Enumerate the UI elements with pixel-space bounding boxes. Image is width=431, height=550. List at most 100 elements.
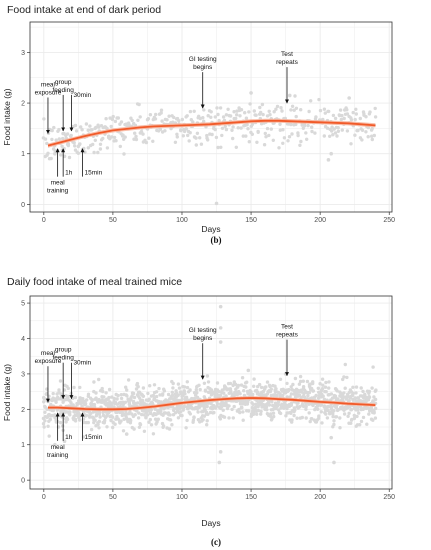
data-point xyxy=(138,422,142,426)
data-point xyxy=(197,383,201,387)
data-point xyxy=(367,112,372,116)
data-point xyxy=(256,130,260,134)
data-point xyxy=(345,129,350,133)
data-point xyxy=(142,413,146,417)
data-point xyxy=(162,389,167,393)
data-point xyxy=(198,387,202,392)
data-point xyxy=(43,410,47,414)
data-point xyxy=(57,397,61,401)
data-point xyxy=(97,426,101,430)
data-point xyxy=(170,393,175,398)
data-point xyxy=(351,110,355,115)
annotation-label: feeding xyxy=(52,87,74,94)
data-point xyxy=(157,386,161,391)
data-point xyxy=(112,396,116,401)
data-point xyxy=(152,383,157,387)
annotation-label: 1h xyxy=(65,170,73,177)
data-point xyxy=(47,434,51,438)
data-point xyxy=(260,102,265,107)
data-point xyxy=(78,385,82,390)
annotation-label: begins xyxy=(193,335,213,342)
annotation-label: 15min xyxy=(85,434,103,441)
data-point xyxy=(174,389,178,393)
annotation-label: group xyxy=(55,347,72,354)
data-point xyxy=(54,138,58,142)
data-point xyxy=(227,416,231,420)
data-point xyxy=(262,143,267,147)
data-point xyxy=(344,106,348,110)
data-point xyxy=(322,134,326,138)
data-point xyxy=(94,391,98,395)
data-point xyxy=(346,414,350,418)
y-tick-label: 2 xyxy=(21,101,25,108)
data-point xyxy=(289,122,293,127)
data-point xyxy=(250,132,254,136)
data-point xyxy=(205,374,210,378)
y-tick-label: 4 xyxy=(21,336,25,343)
data-point xyxy=(83,150,87,154)
data-point xyxy=(94,125,98,130)
data-point xyxy=(298,143,302,147)
data-point xyxy=(246,127,250,131)
data-point xyxy=(199,142,204,146)
data-point xyxy=(184,127,188,131)
data-point xyxy=(239,108,244,112)
data-point xyxy=(218,393,223,398)
data-point xyxy=(187,139,191,143)
data-point xyxy=(58,420,63,425)
data-point xyxy=(206,412,210,416)
data-point xyxy=(336,129,341,133)
data-point xyxy=(254,113,258,117)
x-axis-title: Days xyxy=(201,518,220,528)
data-point xyxy=(154,390,159,394)
data-point xyxy=(264,135,268,139)
data-point xyxy=(186,133,190,138)
data-point xyxy=(144,415,148,419)
data-point xyxy=(320,421,324,425)
data-point xyxy=(370,386,374,390)
data-point xyxy=(83,402,87,407)
data-point xyxy=(363,392,367,396)
data-point xyxy=(300,415,304,420)
data-point xyxy=(134,134,138,139)
data-point-outlier xyxy=(62,154,67,159)
data-point xyxy=(360,138,364,142)
data-point xyxy=(72,409,76,414)
data-point xyxy=(184,426,188,430)
data-point xyxy=(64,420,68,424)
data-point xyxy=(276,402,280,407)
data-point xyxy=(226,107,230,112)
data-point xyxy=(215,381,220,385)
data-point xyxy=(231,125,235,129)
data-point xyxy=(230,128,234,132)
data-point xyxy=(60,144,64,148)
data-point xyxy=(209,110,213,114)
data-point xyxy=(354,385,359,389)
data-point xyxy=(151,432,156,436)
data-point xyxy=(347,411,351,415)
data-point xyxy=(265,408,269,412)
data-point xyxy=(360,128,365,132)
data-point xyxy=(191,420,195,424)
data-point xyxy=(104,391,108,395)
data-point xyxy=(304,401,308,406)
data-point xyxy=(345,112,350,116)
data-point xyxy=(215,106,219,110)
data-point xyxy=(260,393,264,397)
data-point-outlier xyxy=(332,460,336,465)
data-point xyxy=(273,384,277,388)
data-point xyxy=(265,126,270,131)
data-point xyxy=(180,413,184,418)
data-point xyxy=(364,130,368,134)
data-point xyxy=(233,382,238,386)
y-tick-label: 1 xyxy=(21,151,25,158)
data-point xyxy=(259,385,264,390)
data-point xyxy=(209,115,213,120)
data-point xyxy=(77,143,82,147)
chart-title: Daily food intake of meal trained mice xyxy=(7,276,182,288)
data-point xyxy=(356,408,360,412)
data-point xyxy=(119,120,124,124)
data-point xyxy=(266,400,271,404)
